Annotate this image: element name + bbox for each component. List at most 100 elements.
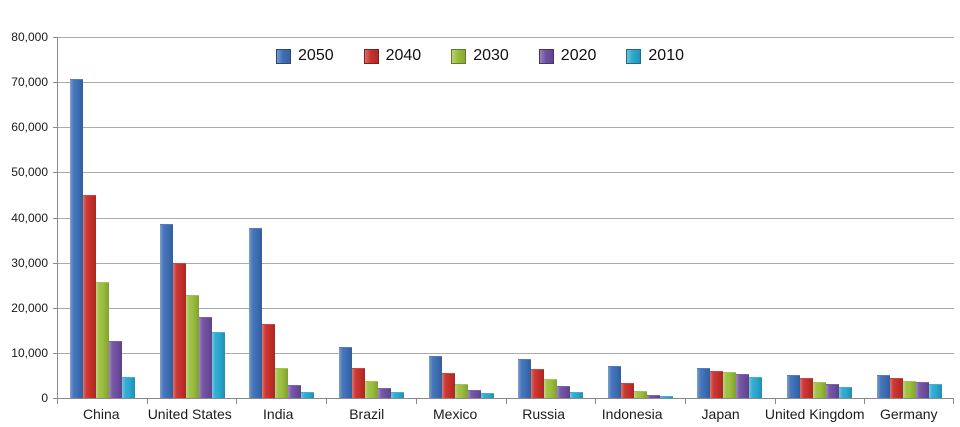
bar-group-germany	[864, 37, 954, 398]
bar-russia-2010	[570, 391, 584, 398]
x-axis-label-brazil: Brazil	[349, 406, 385, 422]
legend-item-2030: 2030	[451, 48, 509, 64]
bar-united-kingdom-2050	[787, 374, 801, 398]
bar-group-japan	[685, 37, 775, 398]
bar-group-united-kingdom	[775, 37, 865, 398]
y-axis-label-70000: 70,000	[11, 75, 48, 90]
gridline-60000	[58, 127, 954, 129]
bar-group-russia	[506, 37, 596, 398]
bar-germany-2040	[889, 378, 903, 398]
x-tick	[57, 399, 58, 404]
gridline-30000	[58, 262, 954, 264]
bar-mexico-2020	[467, 390, 481, 398]
bar-china-2030	[96, 282, 110, 398]
bar-russia-2020	[557, 386, 571, 398]
bar-germany-2050	[876, 375, 890, 398]
gridline-20000	[58, 307, 954, 309]
legend-label: 2010	[648, 47, 684, 64]
x-axis-labels: China United States India Brazil Mexico Russi…	[57, 406, 953, 422]
y-axis-label-80000: 80,000	[11, 30, 48, 44]
x-tick	[505, 399, 507, 404]
bar-russia-2030	[544, 378, 558, 398]
bar-group-mexico	[416, 37, 506, 398]
x-tick	[146, 399, 148, 404]
y-tick	[53, 352, 58, 354]
bar-india-2010	[301, 392, 315, 398]
y-tick	[53, 82, 58, 84]
y-tick	[53, 217, 58, 219]
x-axis-label-united-kingdom: United Kingdom	[764, 406, 865, 422]
gridline-40000	[58, 217, 954, 219]
bar-group-united-states	[148, 37, 238, 398]
bar-united-kingdom-2040	[800, 378, 814, 398]
y-axis-label-10000: 10,000	[11, 345, 48, 360]
bar-united-kingdom-2020	[826, 384, 840, 398]
y-tick	[53, 172, 58, 174]
bar-china-2040	[83, 194, 97, 398]
bar-group-india	[237, 37, 327, 398]
bar-japan-2020	[736, 374, 750, 398]
bar-united-kingdom-2030	[813, 381, 827, 398]
y-axis-label-20000: 20,000	[11, 300, 48, 315]
y-tick	[53, 127, 58, 129]
y-tick	[53, 307, 58, 309]
bar-indonesia-2050	[607, 366, 621, 398]
bar-indonesia-2020	[646, 394, 660, 398]
gridline-10000	[58, 352, 954, 354]
x-axis-label-china: China	[82, 406, 120, 422]
bar-mexico-2030	[454, 384, 468, 398]
bar-brazil-2040	[352, 368, 366, 398]
gridline-80000	[58, 37, 954, 38]
x-axis-label-germany: Germany	[879, 406, 938, 422]
bar-china-2010	[122, 376, 136, 398]
x-tick	[236, 399, 238, 404]
bar-group-china	[58, 37, 148, 398]
bar-brazil-2020	[378, 388, 392, 398]
legend-swatch-icon-2020	[538, 48, 554, 64]
bar-brazil-2010	[391, 391, 405, 398]
bar-brazil-2030	[365, 381, 379, 398]
bar-germany-2020	[915, 382, 929, 398]
legend-swatch-icon-2050	[276, 48, 292, 64]
y-tick	[53, 262, 58, 264]
bar-india-2030	[275, 367, 289, 398]
x-tick	[864, 399, 866, 404]
bar-russia-2040	[531, 369, 545, 398]
legend-item-2050: 2050	[276, 48, 334, 64]
bar-china-2050	[70, 78, 84, 398]
chart-legend: 2050 2040 2030 2020 2010	[0, 48, 960, 64]
gridline-50000	[58, 172, 954, 174]
gridline-70000	[58, 82, 954, 84]
x-axis-ticks	[57, 399, 954, 404]
y-axis-label-40000: 40,000	[11, 210, 48, 225]
legend-item-2040: 2040	[363, 47, 422, 64]
legend-item-2020: 2020	[538, 48, 597, 64]
bar-mexico-2050	[428, 355, 442, 398]
bars-layer	[58, 37, 954, 398]
legend-swatch-icon-2040	[363, 48, 379, 64]
y-axis-label-60000: 60,000	[11, 120, 48, 135]
legend-label: 2030	[473, 47, 509, 64]
bar-japan-2010	[749, 377, 763, 398]
y-axis-label-50000: 50,000	[11, 165, 48, 180]
bar-japan-2050	[697, 367, 711, 398]
x-axis-label-russia: Russia	[522, 406, 566, 422]
bar-india-2040	[262, 323, 276, 398]
y-axis-label-30000: 30,000	[11, 255, 48, 270]
bar-group-brazil	[327, 37, 417, 398]
legend-item-2010: 2010	[626, 48, 684, 64]
legend-swatch-icon-2010	[626, 48, 642, 64]
bar-mexico-2010	[480, 393, 494, 398]
legend-swatch-icon-2030	[451, 48, 467, 64]
bar-germany-2010	[928, 384, 942, 398]
legend-label: 2040	[385, 47, 422, 64]
y-tick	[53, 398, 58, 399]
x-tick	[326, 399, 328, 404]
bar-russia-2050	[518, 359, 532, 398]
bar-indonesia-2030	[633, 391, 647, 398]
x-tick	[774, 399, 776, 404]
x-axis-label-japan: Japan	[701, 406, 740, 422]
bar-united-kingdom-2010	[839, 386, 853, 398]
x-axis-label-united-states: United States	[147, 406, 232, 422]
